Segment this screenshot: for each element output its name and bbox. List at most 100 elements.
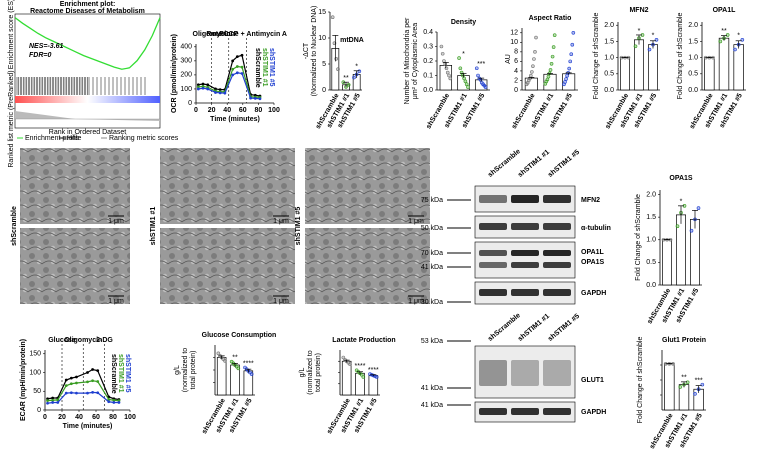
chart-title: Enrichment plot:: [60, 1, 116, 8]
y-axis-label: (normalized to: [182, 348, 189, 392]
data-point: [696, 206, 701, 210]
series-point: [218, 91, 222, 95]
x-axis-label: Time (minutes): [63, 423, 113, 430]
data-point: [647, 47, 652, 52]
data-point: [689, 228, 694, 233]
data-point: [352, 75, 356, 80]
y-tick-label: 300: [180, 58, 192, 65]
data-point: [567, 66, 571, 71]
series-point: [231, 67, 235, 71]
significance: *: [462, 51, 465, 58]
band: [543, 408, 571, 415]
series-point: [196, 83, 200, 87]
series-point: [69, 382, 73, 386]
y-tick-label: 15: [318, 9, 326, 16]
band: [511, 360, 539, 386]
x-tick-label: 40: [75, 414, 83, 421]
data-point: [546, 74, 551, 79]
band: [511, 408, 539, 415]
data-point: [568, 59, 573, 64]
band: [543, 289, 571, 296]
band: [479, 250, 507, 256]
micrograph: [160, 228, 295, 304]
significance: *: [652, 33, 655, 40]
data-point: [466, 85, 470, 89]
protein-label: OPA1S: [581, 259, 605, 266]
y-tick-label: 2.0: [646, 191, 656, 198]
y-tick-label: 8: [514, 49, 518, 56]
series-point: [201, 86, 205, 90]
y-axis-label: g/L: [174, 365, 181, 375]
data-point: [671, 362, 675, 366]
data-point: [483, 85, 488, 89]
significance: ****: [243, 360, 254, 367]
data-point: [474, 66, 479, 71]
series-point: [51, 398, 55, 402]
rank-bar: [15, 96, 160, 103]
significance: *: [638, 28, 641, 35]
x-tick-label: 20: [208, 107, 216, 114]
data-point: [374, 375, 379, 379]
band: [479, 195, 507, 203]
lane-label: shSTIM1 #1: [517, 313, 551, 343]
data-point: [443, 62, 448, 66]
significance: ***: [477, 61, 485, 68]
micrograph: [20, 148, 130, 224]
y-tick-label: 0.5: [646, 259, 656, 266]
x-tick-label: 0: [43, 414, 47, 421]
series-point: [117, 401, 121, 404]
y-tick-label: 100: [180, 86, 192, 93]
band: [543, 223, 571, 230]
lane-label: shSTIM1 #5: [547, 149, 581, 179]
data-point: [548, 68, 553, 72]
enrichment-line: [14, 17, 161, 70]
data-point: [570, 42, 575, 47]
data-point: [346, 83, 351, 87]
x-tick-label: 20: [58, 414, 66, 421]
micrograph: [305, 228, 430, 304]
significance: *: [680, 199, 683, 206]
micrograph: [20, 228, 130, 304]
data-point: [478, 78, 483, 82]
series-point: [56, 398, 60, 402]
band: [479, 289, 507, 296]
band: [511, 223, 539, 230]
chart-title: OPA1L: [713, 7, 737, 14]
y-tick-label: 2.0: [688, 22, 698, 29]
y-tick-label: 10: [510, 39, 518, 46]
data-point: [569, 52, 574, 57]
marker-label: 53 kDa: [421, 338, 443, 345]
series-point: [112, 401, 116, 404]
data-point: [563, 80, 567, 84]
chart-title: Glut1 Protein: [662, 337, 706, 344]
y-tick-label: 1.0: [604, 54, 614, 61]
data-point: [678, 385, 683, 389]
protein-label: GAPDH: [581, 409, 606, 416]
series-point: [69, 391, 73, 395]
data-point: [457, 56, 461, 60]
series-point: [231, 59, 235, 63]
y-tick-label: 2.0: [604, 22, 614, 29]
y-tick-label: 0.4: [423, 29, 433, 36]
x-tick-label: 80: [109, 414, 117, 421]
legend-label: shScramble: [110, 354, 117, 394]
y-tick-label: 0: [514, 87, 518, 94]
series-point: [258, 97, 262, 101]
band: [543, 262, 571, 268]
series-point: [46, 401, 49, 405]
band: [511, 250, 539, 256]
y-tick-label: 1.5: [646, 214, 656, 221]
series-point: [206, 83, 210, 87]
injection-label: Rotenone + Antimycin A: [206, 31, 287, 38]
significance: **: [721, 28, 727, 35]
series-point: [91, 379, 94, 383]
statistic: NES=-3.61: [29, 43, 64, 50]
marker-label: 41 kDa: [421, 264, 443, 271]
y-axis-label: Fold Change of shScramble: [677, 13, 684, 100]
protein-label: OPA1L: [581, 249, 605, 256]
protein-label: α-tubulin: [581, 225, 611, 232]
legend-label: Enrichment profile: [25, 135, 82, 142]
data-point: [545, 77, 550, 82]
x-tick-label: 60: [239, 107, 247, 114]
series-point: [240, 72, 244, 75]
